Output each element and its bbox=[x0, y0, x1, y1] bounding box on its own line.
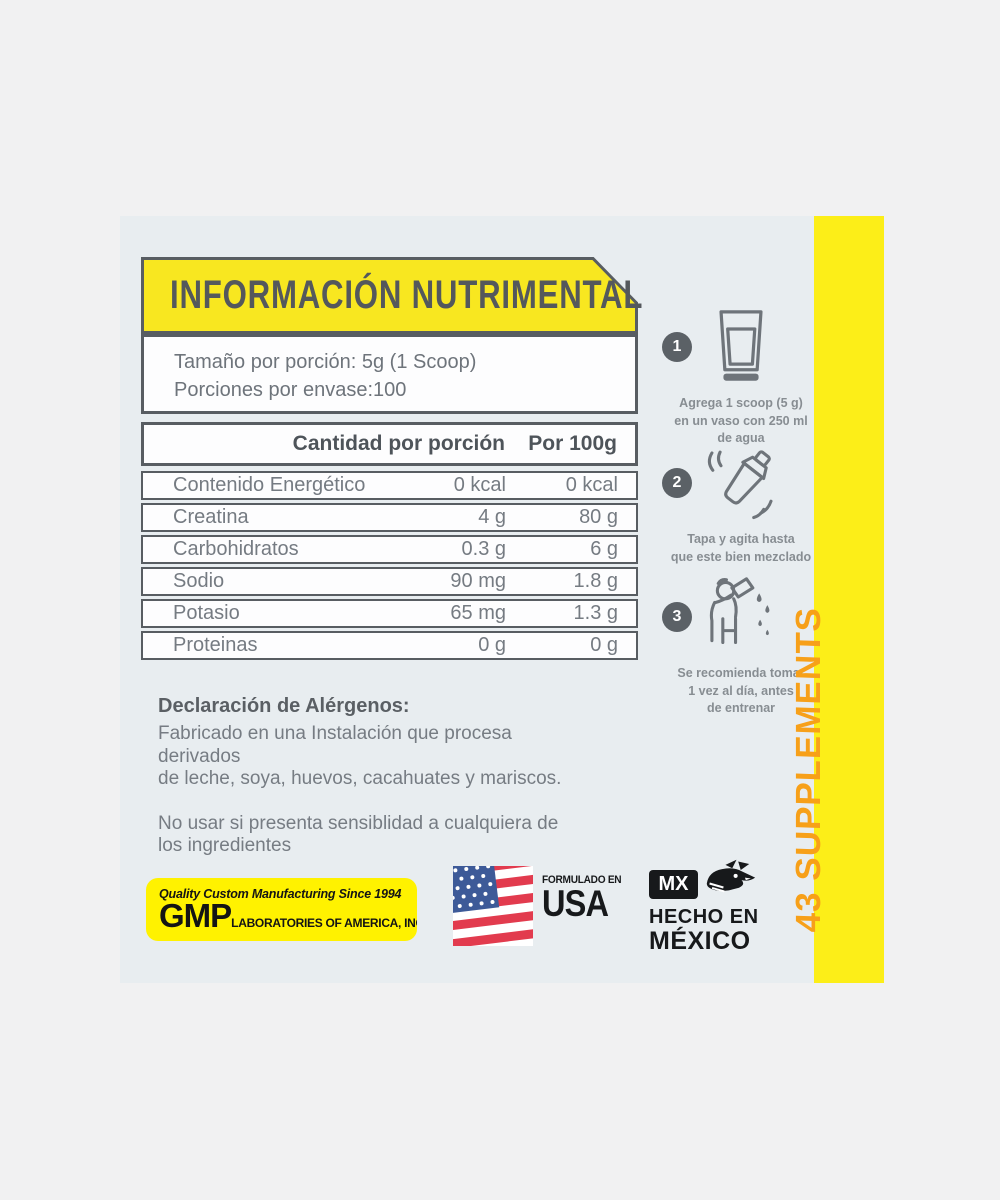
usage-step-3: 3 Se recomienda tomar 1 vez al día, ante… bbox=[656, 577, 826, 718]
table-header: Cantidad por porción Por 100g bbox=[141, 422, 638, 466]
column-header-per-100g: Por 100g bbox=[528, 432, 617, 455]
page-title: INFORMACIÓN NUTRIMENTAL bbox=[141, 257, 642, 334]
step-2-number-badge: 2 bbox=[662, 468, 692, 498]
table-row: Creatina 4 g 80 g bbox=[141, 503, 638, 532]
nutrient-per-100g: 6 g bbox=[590, 538, 618, 560]
servings-per-container-text: Porciones por envase:100 bbox=[174, 379, 407, 401]
nutrient-table: Contenido Energético 0 kcal 0 kcal Creat… bbox=[141, 471, 638, 663]
gmp-tagline: Quality Custom Manufacturing Since 1994 bbox=[159, 887, 402, 901]
nutrient-per-100g: 1.8 g bbox=[573, 570, 618, 592]
formulated-in-label: FORMULADO EN bbox=[542, 874, 622, 886]
nutrient-per-100g: 80 g bbox=[579, 506, 618, 528]
nutrient-name: Carbohidratos bbox=[173, 538, 299, 560]
title-ribbon bbox=[141, 257, 638, 334]
person-drinking-icon bbox=[709, 577, 770, 644]
mx-badge: MX bbox=[649, 870, 698, 899]
brand-stripe: 43 SUPPLEMENTS bbox=[789, 216, 884, 983]
column-header-per-serving: Cantidad por porción bbox=[292, 432, 505, 455]
usa-flag-icon bbox=[453, 866, 533, 946]
nutrient-per-100g: 0 g bbox=[590, 634, 618, 656]
nutrient-per-100g: 1.3 g bbox=[573, 602, 618, 624]
gmp-acronym: GMP bbox=[159, 897, 232, 934]
serving-info-box: Tamaño por porción: 5g (1 Scoop) Porcion… bbox=[141, 334, 638, 414]
usage-step-1: 1 Agrega 1 scoop (5 g) en un vaso con 25… bbox=[656, 308, 826, 448]
step-3-number-badge: 3 bbox=[662, 602, 692, 632]
nutrient-per-serving: 65 mg bbox=[450, 602, 506, 624]
serving-size-text: Tamaño por porción: 5g (1 Scoop) bbox=[174, 351, 477, 373]
nutrient-per-serving: 0.3 g bbox=[461, 538, 506, 560]
nutrient-per-serving: 90 mg bbox=[450, 570, 506, 592]
formulated-in-usa-logo: FORMULADO EN USA bbox=[453, 866, 628, 946]
shaker-bottle-icon bbox=[707, 450, 773, 520]
water-glass-icon bbox=[719, 310, 763, 381]
usage-step-2: 2 Tapa y agita hasta que este bien mezcl… bbox=[656, 444, 826, 566]
brand-vertical-text: 43 SUPPLEMENTS bbox=[789, 606, 828, 933]
allergen-paragraph-1: Fabricado en una Instalación que procesa… bbox=[158, 723, 562, 789]
nutrient-per-serving: 0 kcal bbox=[453, 474, 506, 496]
table-row: Contenido Energético 0 kcal 0 kcal bbox=[141, 471, 638, 500]
step-2-caption: Tapa y agita hasta que este bien mezclad… bbox=[670, 532, 812, 564]
gmp-company-name: LABORATORIES OF AMERICA, INC. bbox=[231, 916, 417, 930]
step-1-number-badge: 1 bbox=[662, 332, 692, 362]
usa-label: USA bbox=[542, 883, 609, 924]
step-1-caption: Agrega 1 scoop (5 g) en un vaso con 250 … bbox=[674, 396, 808, 445]
allergen-declaration: Declaración de Alérgenos: Fabricado en u… bbox=[158, 695, 638, 858]
nutrient-name: Proteinas bbox=[173, 634, 258, 656]
page-title-text: INFORMACIÓN NUTRIMENTAL bbox=[170, 273, 644, 317]
hecho-en-mexico-logo: MX HECHO EN MÉXICO bbox=[649, 857, 759, 954]
nutrient-per-serving: 0 g bbox=[478, 634, 506, 656]
gmp-logo: Quality Custom Manufacturing Since 1994 … bbox=[146, 878, 417, 941]
nutrient-per-100g: 0 kcal bbox=[565, 474, 618, 496]
allergen-heading: Declaración de Alérgenos: bbox=[158, 695, 410, 717]
table-row: Carbohidratos 0.3 g 6 g bbox=[141, 535, 638, 564]
hecho-en-label: HECHO EN bbox=[649, 906, 759, 928]
nutrient-name: Potasio bbox=[173, 602, 240, 624]
nutrient-name: Creatina bbox=[173, 506, 249, 528]
table-row: Sodio 90 mg 1.8 g bbox=[141, 567, 638, 596]
nutrition-label-card: INFORMACIÓN NUTRIMENTAL Tamaño por porci… bbox=[120, 216, 814, 983]
eagle-icon bbox=[706, 859, 756, 893]
step-3-caption: Se recomienda tomar 1 vez al día, antes … bbox=[677, 666, 805, 715]
table-row: Proteinas 0 g 0 g bbox=[141, 631, 638, 660]
nutrient-per-serving: 4 g bbox=[478, 506, 506, 528]
table-row: Potasio 65 mg 1.3 g bbox=[141, 599, 638, 628]
allergen-paragraph-2: No usar si presenta sensiblidad a cualqu… bbox=[158, 812, 559, 857]
nutrient-name: Contenido Energético bbox=[173, 474, 366, 496]
nutrient-name: Sodio bbox=[173, 570, 225, 592]
mexico-label: MÉXICO bbox=[649, 927, 751, 955]
